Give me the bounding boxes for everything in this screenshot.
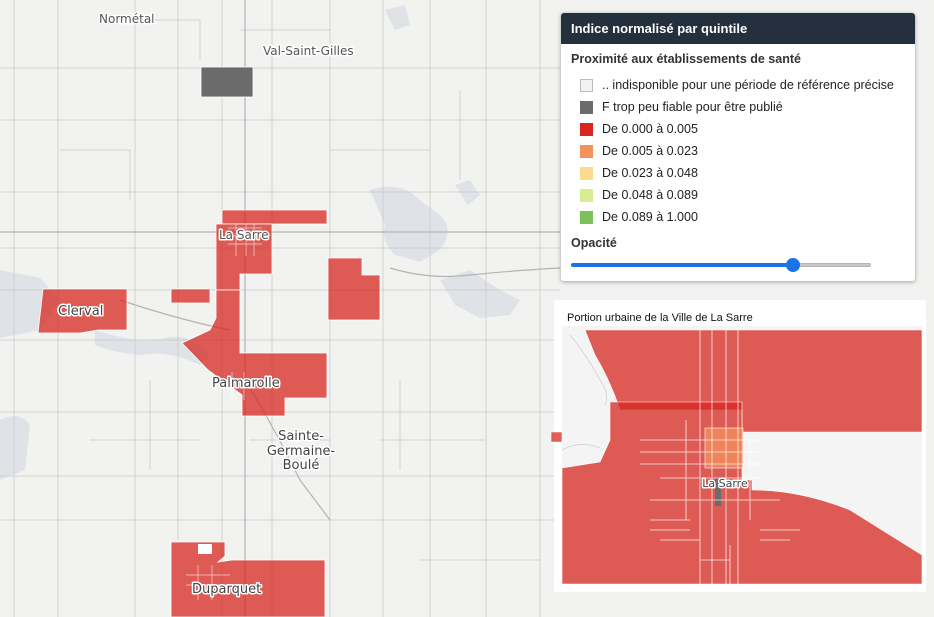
- boundary-lines: [0, 0, 560, 617]
- legend-item-label: De 0.089 à 1.000: [602, 210, 698, 224]
- legend-swatch: [580, 188, 593, 202]
- choropleth-regions: [37, 209, 381, 617]
- legend-subtitle: Proximité aux établissements de santé: [571, 52, 801, 66]
- region-duparquet: [170, 541, 326, 617]
- opacity-slider-thumb[interactable]: [786, 258, 800, 272]
- legend-item: De 0.089 à 1.000: [561, 206, 915, 228]
- legend-swatch: [580, 100, 593, 114]
- region-clerval: [37, 288, 128, 334]
- label-clerval: Clerval: [58, 304, 103, 319]
- legend-swatch: [580, 166, 593, 180]
- label-val-saint-gilles: Val-Saint-Gilles: [263, 44, 354, 58]
- legend-item-label: F trop peu fiable pour être publié: [602, 100, 783, 114]
- legend-items: .. indisponible pour une période de réfé…: [561, 74, 915, 228]
- legend-item-label: De 0.023 à 0.048: [602, 166, 698, 180]
- legend-item: .. indisponible pour une période de réfé…: [561, 74, 915, 96]
- town-streets: [186, 224, 262, 600]
- inset-region-grey: [715, 478, 721, 506]
- legend-title: Indice normalisé par quintile: [561, 13, 915, 44]
- legend-item-label: .. indisponible pour une période de réfé…: [602, 78, 894, 92]
- legend-item-label: De 0.005 à 0.023: [602, 144, 698, 158]
- label-sainte-germaine-2: Germaine-: [267, 444, 336, 459]
- legend-panel: Indice normalisé par quintile Proximité …: [561, 13, 915, 281]
- legend-swatch: [580, 144, 593, 158]
- legend-swatch: [580, 122, 593, 136]
- label-la-sarre: La Sarre: [219, 228, 269, 242]
- inset-streets: [640, 330, 800, 584]
- legend-item: De 0.023 à 0.048: [561, 162, 915, 184]
- legend-item-label: De 0.048 à 0.089: [602, 188, 698, 202]
- label-sainte-germaine-3: Boulé: [283, 458, 320, 473]
- label-sainte-germaine-1: Sainte-: [278, 429, 324, 444]
- inset-river: [561, 334, 608, 451]
- inset-label-la-sarre: La Sarre: [702, 477, 748, 490]
- label-normetal: Normétal: [99, 12, 155, 26]
- region-east-block: [327, 257, 381, 321]
- inset-title: Portion urbaine de la Ville de La Sarre: [567, 312, 753, 324]
- legend-item: De 0.005 à 0.023: [561, 140, 915, 162]
- region-gap-duparquet: [198, 544, 212, 554]
- inset-region-orange: [704, 427, 744, 469]
- label-palmarolle: Palmarolle: [212, 376, 280, 391]
- legend-swatch: [580, 210, 593, 224]
- opacity-slider[interactable]: [571, 258, 871, 272]
- legend-item: F trop peu fiable pour être publié: [561, 96, 915, 118]
- inset-regions: [550, 329, 923, 585]
- region-small-west: [170, 288, 211, 304]
- inset-region-main: [561, 401, 923, 585]
- opacity-slider-fill: [571, 263, 793, 267]
- opacity-label: Opacité: [571, 236, 617, 250]
- region-unreliable: [200, 66, 254, 98]
- inset-map: La Sarre: [550, 300, 926, 592]
- legend-swatch: [580, 78, 593, 92]
- label-duparquet: Duparquet: [192, 582, 261, 597]
- region-palmarolle: [181, 289, 328, 417]
- inset-region-west-strip: [550, 431, 563, 443]
- legend-item: De 0.000 à 0.005: [561, 118, 915, 140]
- legend-item-label: De 0.000 à 0.005: [602, 122, 698, 136]
- region-la-sarre-north: [221, 209, 328, 225]
- legend-item: De 0.048 à 0.089: [561, 184, 915, 206]
